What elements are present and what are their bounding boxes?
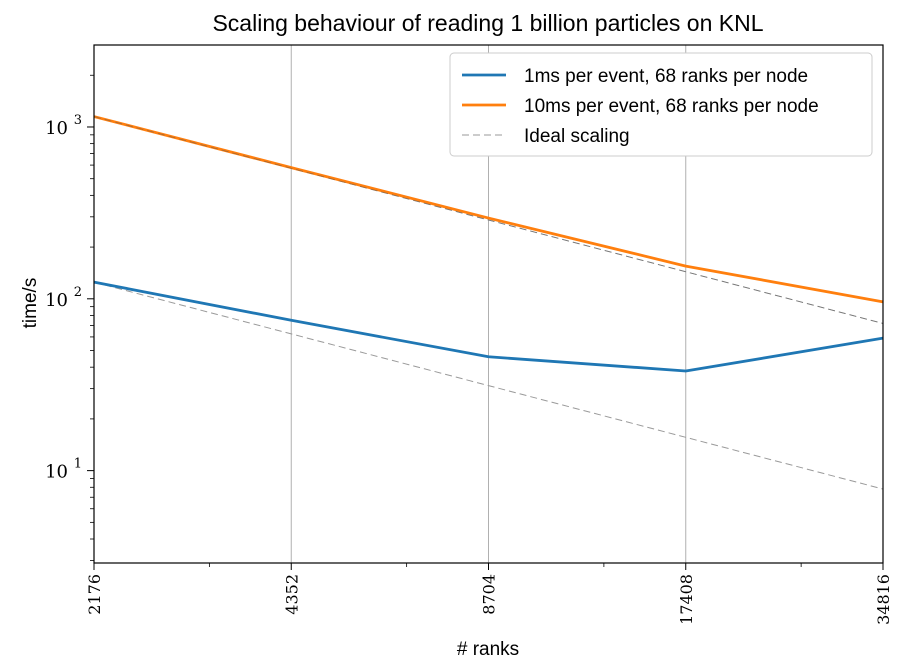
x-tick-label: 2176 <box>85 574 104 615</box>
x-tick-label: 8704 <box>480 574 499 615</box>
y-tick-exponent: 2 <box>74 285 82 300</box>
y-tick-label: 10 <box>45 118 68 139</box>
legend-entries: 1ms per event, 68 ranks per node 10ms per… <box>462 66 819 147</box>
y-tick-label: 10 <box>45 290 68 311</box>
x-tick-label: 17408 <box>677 574 696 625</box>
chart-title: Scaling behaviour of reading 1 billion p… <box>212 10 763 36</box>
legend: 1ms per event, 68 ranks per node 10ms per… <box>449 52 873 157</box>
y-tick-exponent: 3 <box>74 113 82 128</box>
y-axis-label: time/s <box>20 278 41 329</box>
y-tick-label: 10 <box>45 462 68 483</box>
legend-box <box>449 52 873 157</box>
x-axis-label: # ranks <box>457 639 519 660</box>
series-layer <box>93 115 884 490</box>
legend-label: 10ms per event, 68 ranks per node <box>524 96 819 117</box>
ideal-scaling-line-secondary <box>93 281 884 490</box>
ideal-scaling-overlay <box>93 116 884 324</box>
x-tick-label: 4352 <box>282 574 301 615</box>
series-1ms-line <box>93 280 884 373</box>
legend-label: Ideal scaling <box>524 126 630 147</box>
y-tick-exponent: 1 <box>74 457 82 472</box>
x-tick-label: 34816 <box>874 574 893 625</box>
legend-label: 1ms per event, 68 ranks per node <box>524 66 808 87</box>
ticks-layer: 2176 4352 8704 17408 34816 10 1 10 2 10 3 <box>45 74 893 625</box>
series-10ms-line <box>93 115 884 304</box>
